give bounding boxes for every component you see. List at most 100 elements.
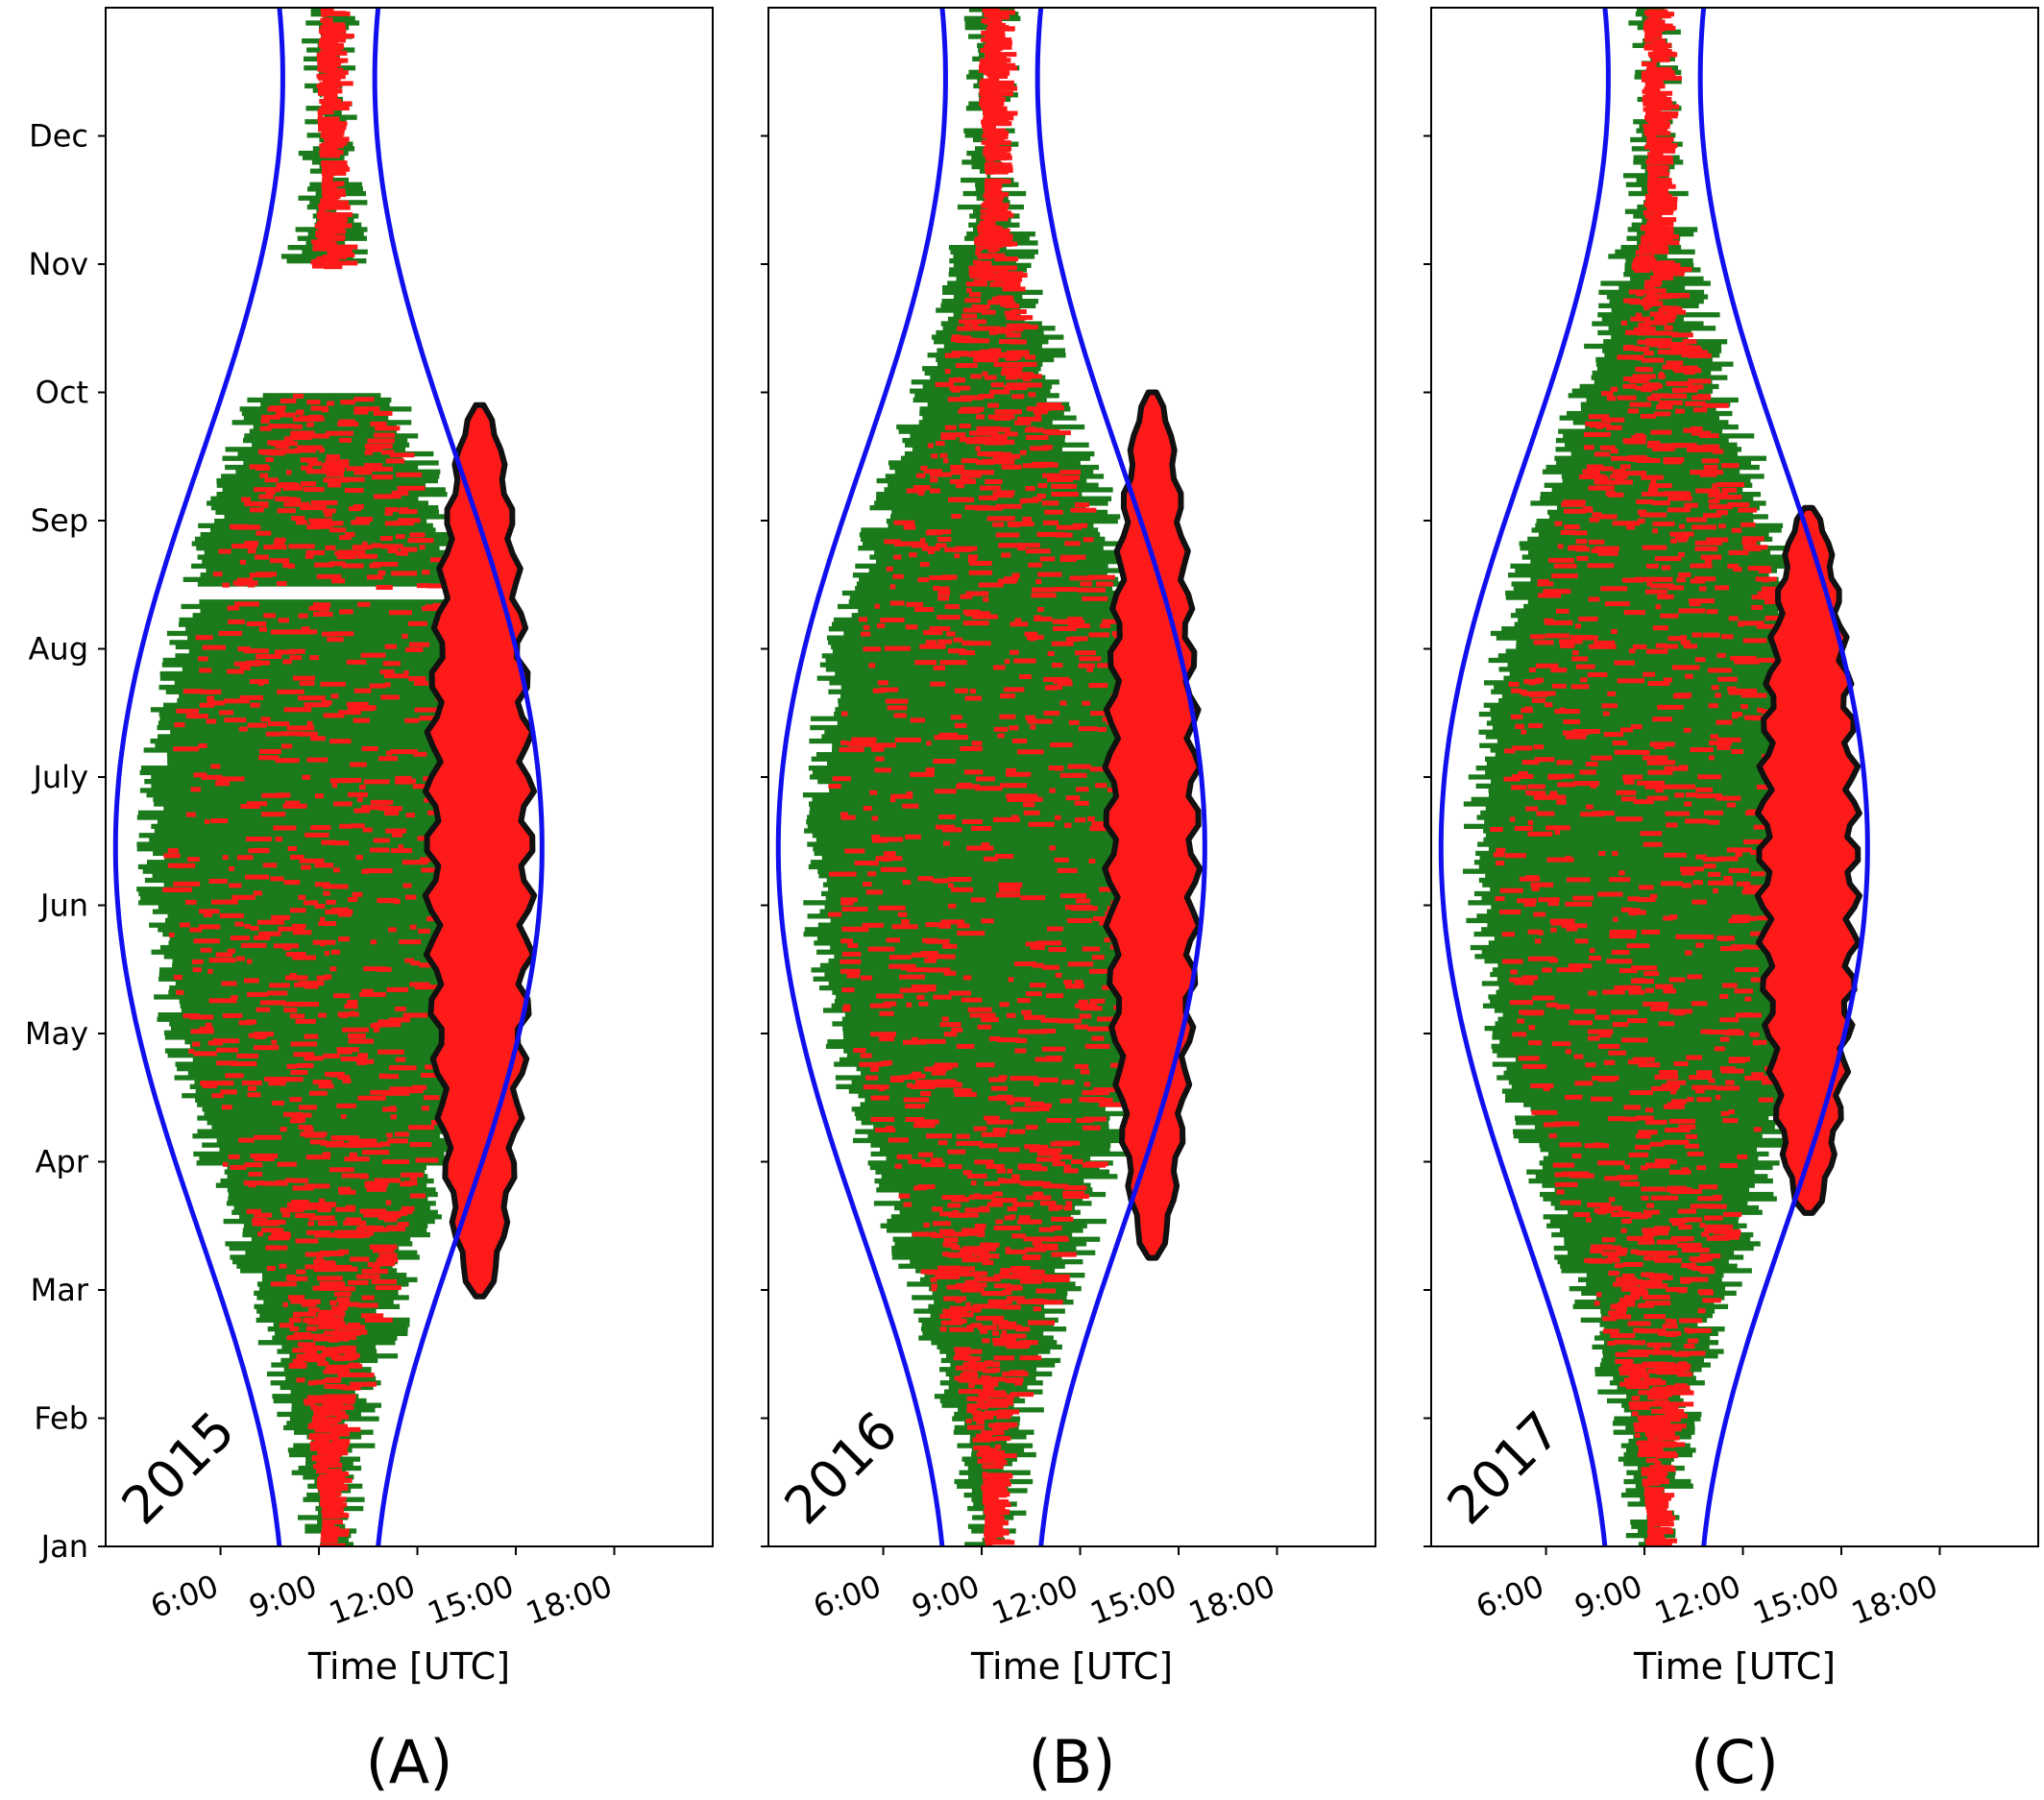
flagged-mark	[359, 1142, 382, 1148]
flagged-marks	[162, 8, 505, 1546]
observation-row	[1483, 837, 1845, 842]
flagged-mark	[341, 1173, 368, 1179]
flagged-mark	[986, 156, 1008, 161]
flagged-mark	[382, 661, 401, 667]
flagged-mark	[943, 1231, 967, 1237]
flagged-mark	[1589, 644, 1617, 649]
flagged-mark	[1648, 171, 1670, 177]
flagged-mark	[1036, 531, 1062, 537]
observation-row	[817, 779, 1179, 785]
observation-row	[1594, 379, 1713, 385]
flagged-mark	[1630, 1249, 1639, 1254]
flagged-mark	[1681, 1248, 1710, 1253]
flagged-mark	[291, 516, 305, 522]
observation-row	[1555, 447, 1741, 452]
flagged-mark	[956, 1282, 981, 1288]
flagged-mark	[989, 207, 1002, 213]
flagged-mark	[972, 1416, 985, 1422]
flagged-mark	[970, 351, 987, 356]
observation-row	[195, 1097, 459, 1103]
observation-row	[309, 168, 330, 174]
flagged-mark	[1658, 350, 1677, 354]
flagged-mark	[1643, 1314, 1666, 1320]
flagged-mark	[876, 993, 904, 999]
observation-row	[811, 756, 1154, 762]
flagged-mark	[1096, 1097, 1113, 1103]
flagged-mark	[327, 1402, 334, 1407]
flagged-mark	[867, 871, 877, 877]
flagged-mark	[391, 571, 418, 576]
flagged-mark	[1704, 810, 1724, 815]
flagged-mark	[1004, 431, 1018, 437]
flagged-mark	[1666, 1187, 1692, 1193]
observation-row	[179, 999, 505, 1005]
flagged-mark	[1685, 1133, 1697, 1139]
flagged-mark	[409, 924, 417, 930]
flagged-mark	[1657, 704, 1684, 710]
observation-row	[290, 1389, 355, 1395]
flagged-mark	[1691, 1084, 1716, 1090]
flagged-mark	[951, 887, 974, 892]
observation-row	[1496, 976, 1824, 982]
flagged-mark	[1637, 1415, 1658, 1421]
observation-row	[175, 644, 491, 650]
flagged-mark	[985, 1520, 1009, 1526]
flagged-mark	[1730, 655, 1757, 661]
flagged-mark	[1657, 1453, 1678, 1459]
flagged-mark	[955, 1351, 970, 1357]
flagged-mark	[1052, 663, 1063, 668]
flagged-mark	[316, 53, 332, 58]
observation-row	[146, 792, 506, 798]
flagged-mark	[385, 494, 402, 499]
observation-row	[851, 1080, 1133, 1085]
flagged-mark	[326, 214, 332, 220]
flagged-mark	[1711, 685, 1719, 691]
flagged-mark	[987, 402, 999, 408]
flagged-mark	[939, 1022, 961, 1028]
flagged-mark	[320, 217, 348, 223]
flagged-mark	[355, 855, 363, 861]
flagged-mark	[333, 993, 351, 999]
flagged-mark	[916, 994, 925, 1000]
observation-row	[1491, 904, 1834, 911]
flagged-mark	[318, 88, 342, 94]
flagged-mark	[1671, 1099, 1688, 1105]
flagged-mark	[1635, 250, 1643, 255]
flagged-mark	[939, 660, 967, 666]
flagged-mark	[1761, 709, 1768, 715]
flagged-mark	[978, 1253, 1000, 1259]
flagged-mark	[1708, 668, 1732, 673]
flagged-mark	[162, 888, 190, 892]
flagged-mark	[1652, 528, 1658, 534]
flagged-mark	[330, 253, 339, 258]
observation-row	[1491, 689, 1802, 694]
observation-row	[1484, 1026, 1819, 1032]
flagged-mark	[1010, 339, 1027, 345]
observation-row	[830, 944, 1151, 951]
observation-row	[809, 801, 1187, 807]
flagged-mark	[1762, 1080, 1774, 1085]
flagged-mark	[363, 1269, 374, 1275]
flagged-mark	[981, 1414, 994, 1420]
flagged-mark	[1000, 693, 1015, 699]
flagged-mark	[370, 939, 377, 945]
flagged-mark	[1649, 201, 1665, 207]
flagged-mark	[244, 501, 269, 507]
flagged-mark	[913, 952, 939, 958]
observation-row	[912, 1295, 1067, 1301]
flagged-mark	[1650, 479, 1657, 485]
sunrise-curve	[112, 8, 285, 1546]
flagged-mark	[965, 478, 976, 484]
observation-row	[1558, 428, 1723, 434]
flagged-mark	[305, 1326, 318, 1331]
flagged-mark	[1645, 1501, 1651, 1506]
observation-row	[302, 38, 327, 44]
observation-row	[204, 549, 455, 555]
flagged-mark	[976, 1062, 995, 1068]
flagged-mark	[1694, 935, 1715, 939]
observation-row	[192, 1057, 470, 1062]
flagged-mark	[363, 779, 390, 785]
observation-row	[1528, 549, 1771, 555]
observation-row	[1653, 29, 1681, 35]
observation-row	[953, 312, 1021, 318]
